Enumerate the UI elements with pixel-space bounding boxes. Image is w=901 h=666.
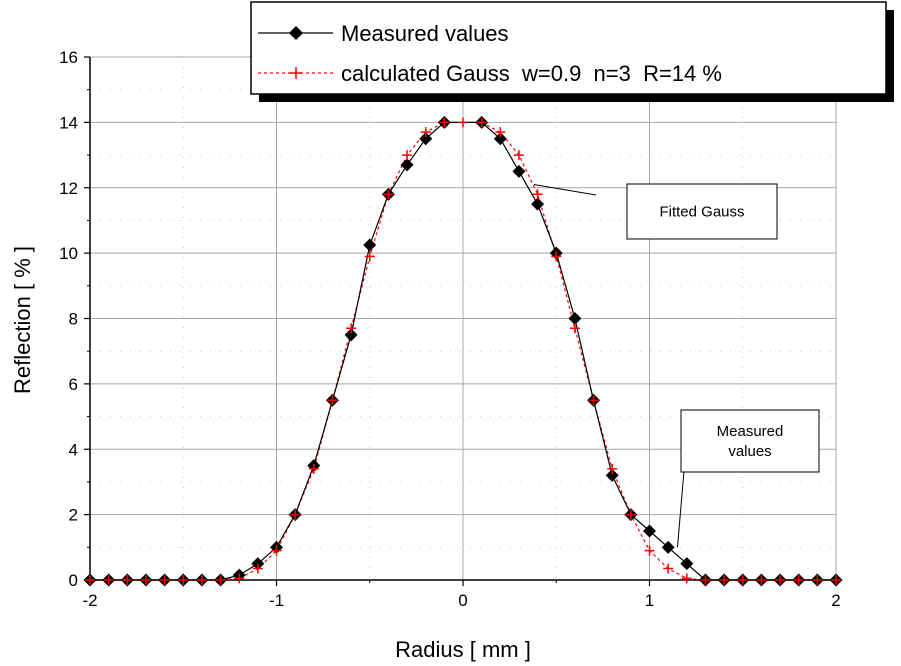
y-tick-label: 14	[59, 113, 78, 132]
legend: Measured values calculated Gauss w=0.9 n…	[251, 2, 894, 102]
legend-label-gauss: calculated Gauss w=0.9 n=3 R=14 %	[341, 61, 722, 86]
legend-label-measured: Measured values	[341, 21, 509, 46]
x-axis-title: Radius [ mm ]	[395, 637, 531, 662]
x-tick-label: 1	[645, 591, 654, 610]
y-tick-label: 8	[69, 310, 78, 329]
callout-text: values	[728, 443, 771, 460]
grid	[90, 57, 836, 580]
x-tick-label: -1	[269, 591, 284, 610]
y-axis-title: Reflection [ % ]	[10, 246, 35, 394]
y-tick-label: 12	[59, 179, 78, 198]
y-tick-label: 6	[69, 375, 78, 394]
y-tick-label: 4	[69, 440, 78, 459]
y-tick-label: 10	[59, 244, 78, 263]
x-tick-label: -2	[82, 591, 97, 610]
y-tick-label: 0	[69, 571, 78, 590]
y-tick-label: 16	[59, 48, 78, 67]
callout-box	[681, 410, 819, 472]
x-tick-label: 0	[458, 591, 467, 610]
callout-text: Measured	[717, 423, 784, 440]
callout-text: Fitted Gauss	[659, 204, 744, 221]
y-tick-label: 2	[69, 506, 78, 525]
x-tick-label: 2	[831, 591, 840, 610]
